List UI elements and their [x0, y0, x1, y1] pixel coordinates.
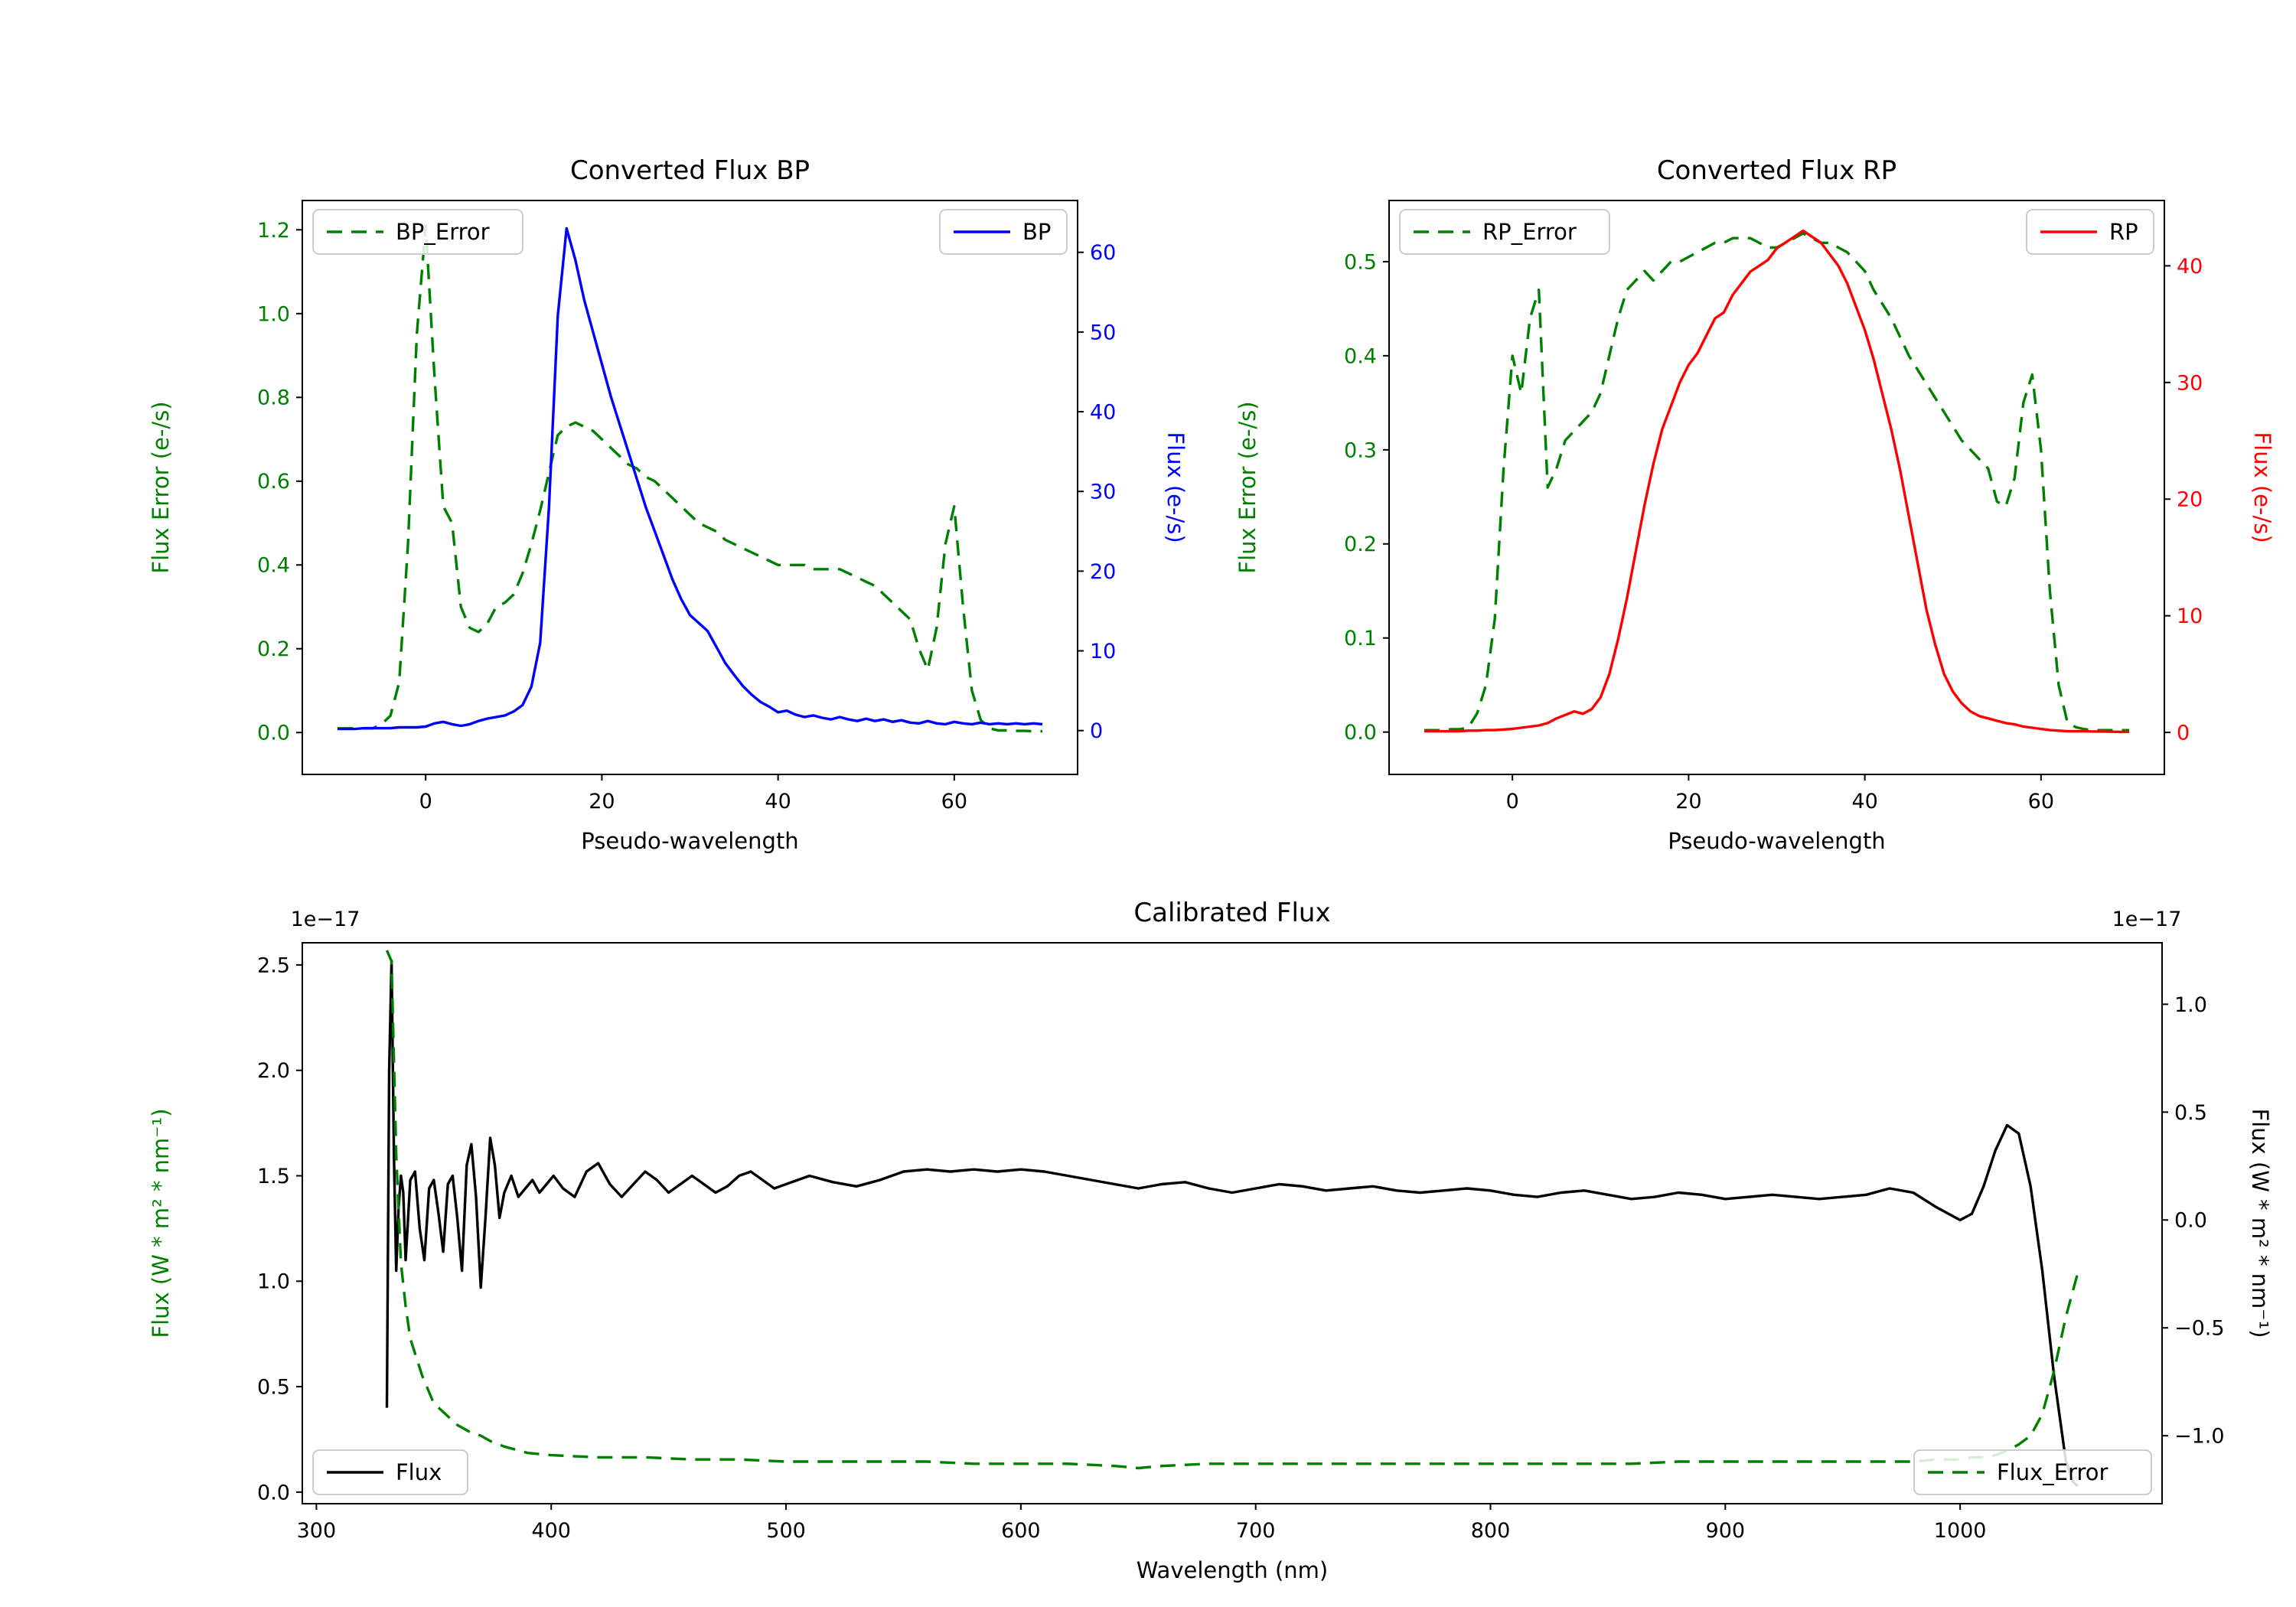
legend-label: Flux_Error — [1997, 1459, 2108, 1485]
cal-x-tick: 1000 — [1934, 1519, 1987, 1543]
cal-x-label: Wavelength (nm) — [1137, 1557, 1329, 1583]
legend-rp: RP — [2026, 209, 2154, 255]
legend-rp-error: RP_Error — [1399, 209, 1610, 255]
cal-x-tick: 400 — [531, 1519, 571, 1543]
cal-right-tick: −0.5 — [2174, 1317, 2225, 1341]
bp-x-label: Pseudo-wavelength — [581, 828, 798, 854]
cal-right-tick: −1.0 — [2174, 1425, 2225, 1449]
cal-left-tick: 0.5 — [257, 1376, 290, 1400]
rp-x-tick: 60 — [2028, 790, 2054, 813]
rp-right-y-label: Flux (e-/s) — [2249, 432, 2275, 543]
cal-left-tick: 2.0 — [257, 1059, 290, 1083]
rp-x-tick: 20 — [1675, 790, 1701, 813]
legend-label: BP_Error — [396, 219, 490, 245]
rp-left-tick: 0.2 — [1344, 533, 1377, 556]
cal-left-y-label: Flux (W * m² * nm⁻¹) — [148, 1108, 174, 1338]
legend-label: BP — [1022, 219, 1051, 245]
bp-right-tick: 0 — [1090, 719, 1103, 743]
bp-left-tick: 1.0 — [257, 302, 290, 326]
cal-left-offset-text: 1e−17 — [291, 908, 360, 931]
cal-left-tick: 2.5 — [257, 953, 290, 977]
legend-label: RP — [2109, 219, 2138, 245]
bp-axes-frame — [302, 200, 1078, 775]
bp-right-tick: 60 — [1090, 241, 1116, 265]
rp-x-tick: 40 — [1851, 790, 1877, 813]
cal-right-y-label: Flux (W * m² * nm⁻¹) — [2247, 1108, 2273, 1338]
legend-flux-error: Flux_Error — [1913, 1449, 2152, 1495]
bp-right-tick: 30 — [1090, 481, 1116, 504]
series-rp-line — [1424, 229, 2129, 734]
cal-x-tick: 300 — [297, 1519, 337, 1543]
cal-right-offset-text: 1e−17 — [2112, 908, 2182, 931]
series-flux-line — [385, 959, 2079, 1487]
rp-left-tick: 0.4 — [1344, 344, 1377, 368]
bp-right-tick: 10 — [1090, 640, 1116, 663]
rp-left-tick: 0.3 — [1344, 438, 1377, 462]
bp-right-tick: 50 — [1090, 321, 1116, 344]
bp-left-y-label: Flux Error (e-/s) — [148, 401, 174, 573]
bp-x-tick: 40 — [765, 790, 791, 813]
bp-left-tick: 0.0 — [257, 722, 290, 745]
cal-right-tick: 0.5 — [2174, 1101, 2207, 1125]
cal-x-tick: 900 — [1706, 1519, 1746, 1543]
rp-right-tick: 10 — [2177, 605, 2203, 628]
cal-title: Calibrated Flux — [1133, 898, 1330, 928]
bp-right-tick: 20 — [1090, 560, 1116, 584]
series-bp-error-line — [338, 224, 1042, 733]
bp-left-tick: 0.8 — [257, 386, 290, 410]
bp-title: Converted Flux BP — [570, 155, 810, 186]
cal-left-tick: 0.0 — [257, 1481, 290, 1504]
cal-x-tick: 600 — [1001, 1519, 1041, 1543]
bp-left-tick: 0.4 — [257, 554, 290, 578]
calibrated-flux-chart: Calibrated Flux 1e−17 1e−17 300 400 500 600 700… — [148, 898, 2273, 1583]
bp-left-tick: 0.6 — [257, 470, 290, 494]
legend-flux: Flux — [312, 1449, 468, 1495]
cal-left-tick: 1.0 — [257, 1270, 290, 1294]
legend-bp-error: BP_Error — [312, 209, 523, 255]
rp-left-tick: 0.0 — [1344, 721, 1377, 745]
bp-right-y-label: Flux (e-/s) — [1163, 432, 1189, 543]
bp-left-tick: 0.2 — [257, 637, 290, 661]
rp-right-tick: 20 — [2177, 488, 2203, 512]
rp-left-tick: 0.1 — [1344, 627, 1377, 650]
rp-title: Converted Flux RP — [1657, 155, 1896, 186]
rp-right-tick: 40 — [2177, 255, 2203, 279]
cal-left-tick: 1.5 — [257, 1165, 290, 1188]
series-bp-line — [338, 227, 1043, 731]
legend-bp: BP — [939, 209, 1068, 255]
rp-axes-frame — [1388, 200, 2165, 775]
bp-x-tick: 20 — [589, 790, 615, 813]
cal-x-tick: 800 — [1471, 1519, 1511, 1543]
cal-right-tick: 1.0 — [2174, 993, 2207, 1017]
cal-right-tick: 0.0 — [2174, 1209, 2207, 1233]
bp-left-tick: 1.2 — [257, 219, 290, 243]
cal-x-tick: 500 — [766, 1519, 806, 1543]
rp-x-label: Pseudo-wavelength — [1668, 828, 1885, 854]
legend-label: RP_Error — [1482, 219, 1577, 245]
rp-left-y-label: Flux Error (e-/s) — [1234, 401, 1261, 573]
cal-axes-frame — [302, 942, 2163, 1504]
legend-label: Flux — [396, 1459, 442, 1485]
rp-left-tick: 0.5 — [1344, 250, 1377, 274]
converted-flux-bp-chart: Converted Flux BP 0 20 40 60 Pseudo-wavelengt… — [148, 155, 1189, 854]
rp-x-tick: 0 — [1506, 790, 1519, 813]
converted-flux-rp-chart: Converted Flux RP 0 20 40 60 Pseudo-wavelengt… — [1234, 155, 2275, 854]
bp-x-tick: 0 — [419, 790, 432, 813]
bp-right-tick: 40 — [1090, 400, 1116, 424]
series-flux-error-line — [385, 950, 2079, 1470]
series-rp-error-line — [1424, 232, 2129, 732]
rp-right-tick: 0 — [2177, 722, 2190, 745]
rp-right-tick: 30 — [2177, 371, 2203, 395]
cal-x-tick: 700 — [1236, 1519, 1276, 1543]
bp-x-tick: 60 — [941, 790, 967, 813]
